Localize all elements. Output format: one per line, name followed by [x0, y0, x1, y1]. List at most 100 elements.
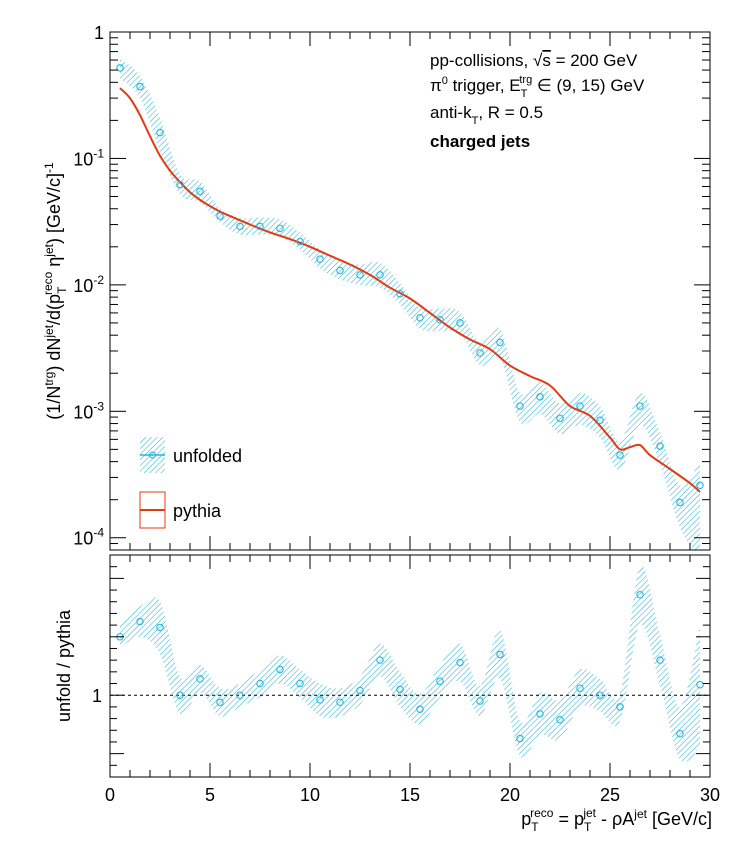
unfolded-point [196, 187, 204, 196]
y-tick-label: 1 [92, 686, 102, 706]
bottom-bands [120, 565, 700, 763]
unfolded-point [516, 402, 524, 410]
annotation-algorithm: anti-kT, R = 0.5 [430, 103, 543, 127]
bottom-xlabel: pTreco = pTjet - ρAjet [GeV/c] [521, 806, 712, 834]
bottom-xtick-labels: 0 5 10 15 20 25 30 [105, 785, 720, 805]
top-ylabel: (1/Ntrg) dNjet/d(pTreco ηjet) [GeV/c]-1 [41, 162, 69, 420]
ratio-point [236, 691, 244, 699]
ratio-point [136, 617, 144, 626]
unfolded-point [296, 237, 304, 246]
unfolded-point [636, 402, 644, 410]
unfolded-point [576, 402, 584, 410]
unfolded-point [556, 414, 564, 423]
bottom-ylabel: unfold / pythia [54, 609, 74, 722]
legend: unfolded pythia [139, 437, 242, 529]
annotation-collisions: pp-collisions, √s = 200 GeV [430, 51, 638, 70]
unfolded-point [396, 290, 404, 298]
ratio-point [676, 730, 684, 738]
unfolded-point [336, 266, 344, 275]
ratio-point [496, 650, 504, 659]
ratio-point [536, 710, 544, 718]
x-tick-label: 0 [105, 785, 115, 805]
legend-entry-pythia: pythia [139, 491, 222, 529]
annotation-charged-jets: charged jets [430, 132, 530, 151]
unfolded-point [156, 128, 164, 137]
x-tick-label: 10 [300, 785, 320, 805]
top-panel: 1 10-1 10-2 10-3 10-4 pp-collisions, √s = 20… [41, 23, 711, 551]
ratio-point [296, 679, 304, 688]
annotation-trigger: π0 trigger, ETtrg ∈ (9, 15) GeV [430, 74, 645, 100]
ratio-point [456, 658, 464, 667]
unfolded-point [116, 64, 124, 72]
ratio-point [156, 623, 164, 632]
ratio-point [636, 590, 644, 599]
bottom-ytick-labels: 1 [92, 686, 102, 706]
unfolded-point [276, 224, 284, 233]
x-tick-label: 30 [700, 785, 720, 805]
ratio-point [336, 698, 344, 706]
unfolded-point [616, 451, 624, 459]
unfolded-point [676, 498, 684, 507]
ratio-point [256, 679, 264, 688]
unfolded-point [596, 416, 604, 424]
unfolded-point [176, 180, 184, 189]
unfolded-point [256, 222, 264, 231]
top-markers [116, 64, 704, 507]
bottom-panel: 0 5 10 15 20 25 30 1 unfold / pythia pTreco = … [54, 554, 720, 834]
unfolded-point [536, 393, 544, 401]
ratio-band [120, 565, 700, 763]
ratio-point [436, 677, 444, 685]
unfolded-point [496, 338, 504, 347]
unfolded-band [120, 58, 700, 550]
ratio-point [556, 715, 564, 724]
bottom-markers [116, 590, 704, 743]
bottom-ticks [109, 554, 711, 777]
legend-entry-unfolded: unfolded [140, 437, 242, 473]
unfolded-point [236, 222, 244, 231]
x-tick-label: 5 [205, 785, 215, 805]
ratio-point [596, 691, 604, 699]
unfolded-point [376, 271, 384, 279]
ratio-point [616, 703, 624, 711]
unfolded-point [656, 442, 664, 450]
ratio-point [696, 680, 704, 689]
legend-unfolded-label: unfolded [173, 446, 242, 466]
legend-pythia-label: pythia [173, 501, 222, 521]
unfolded-point [476, 349, 484, 357]
y-tick-label: 10-2 [73, 273, 104, 296]
y-tick-label: 10-4 [73, 526, 104, 549]
top-ticks [109, 31, 711, 551]
ratio-point [416, 705, 424, 713]
top-pythia [119, 87, 701, 493]
ratio-point [476, 697, 484, 705]
top-bands [120, 58, 700, 550]
ratio-point [316, 696, 324, 704]
ratio-point [196, 675, 204, 683]
y-tick-label: 1 [94, 23, 104, 43]
unfolded-point [216, 212, 224, 220]
unfolded-point [696, 481, 704, 490]
ratio-point [396, 685, 404, 694]
unfolded-point [356, 271, 364, 279]
unfolded-point [456, 319, 464, 327]
unfolded-point [416, 313, 424, 322]
pythia-line [119, 87, 701, 493]
x-tick-label: 15 [400, 785, 420, 805]
ratio-point [276, 665, 284, 674]
ratio-point [516, 734, 524, 743]
ratio-point [176, 691, 184, 699]
ratio-point [376, 656, 384, 664]
y-tick-label: 10-1 [73, 146, 104, 169]
unfolded-point [136, 82, 144, 91]
top-ytick-labels: 1 10-1 10-2 10-3 10-4 [73, 23, 104, 549]
ratio-point [576, 684, 584, 692]
ratio-point [356, 686, 364, 695]
unfolded-point [436, 315, 444, 324]
x-tick-label: 20 [500, 785, 520, 805]
x-tick-label: 25 [600, 785, 620, 805]
top-frame [109, 31, 711, 551]
ratio-point [656, 656, 664, 664]
ratio-point [216, 698, 224, 706]
y-tick-label: 10-3 [73, 399, 104, 422]
